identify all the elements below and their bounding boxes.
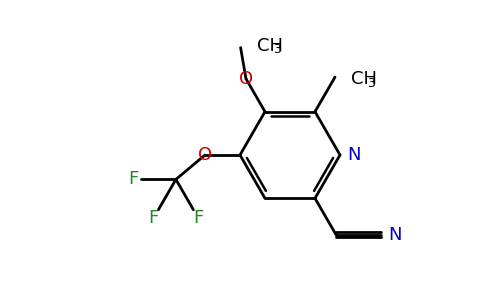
Text: N: N (388, 226, 402, 244)
Text: O: O (198, 146, 212, 164)
Text: F: F (193, 209, 203, 227)
Text: CH: CH (257, 37, 283, 55)
Text: F: F (128, 170, 138, 188)
Text: 3: 3 (272, 43, 280, 56)
Text: N: N (347, 146, 361, 164)
Text: O: O (239, 70, 253, 88)
Text: CH: CH (351, 70, 377, 88)
Text: 3: 3 (367, 76, 375, 90)
Text: F: F (148, 209, 159, 227)
